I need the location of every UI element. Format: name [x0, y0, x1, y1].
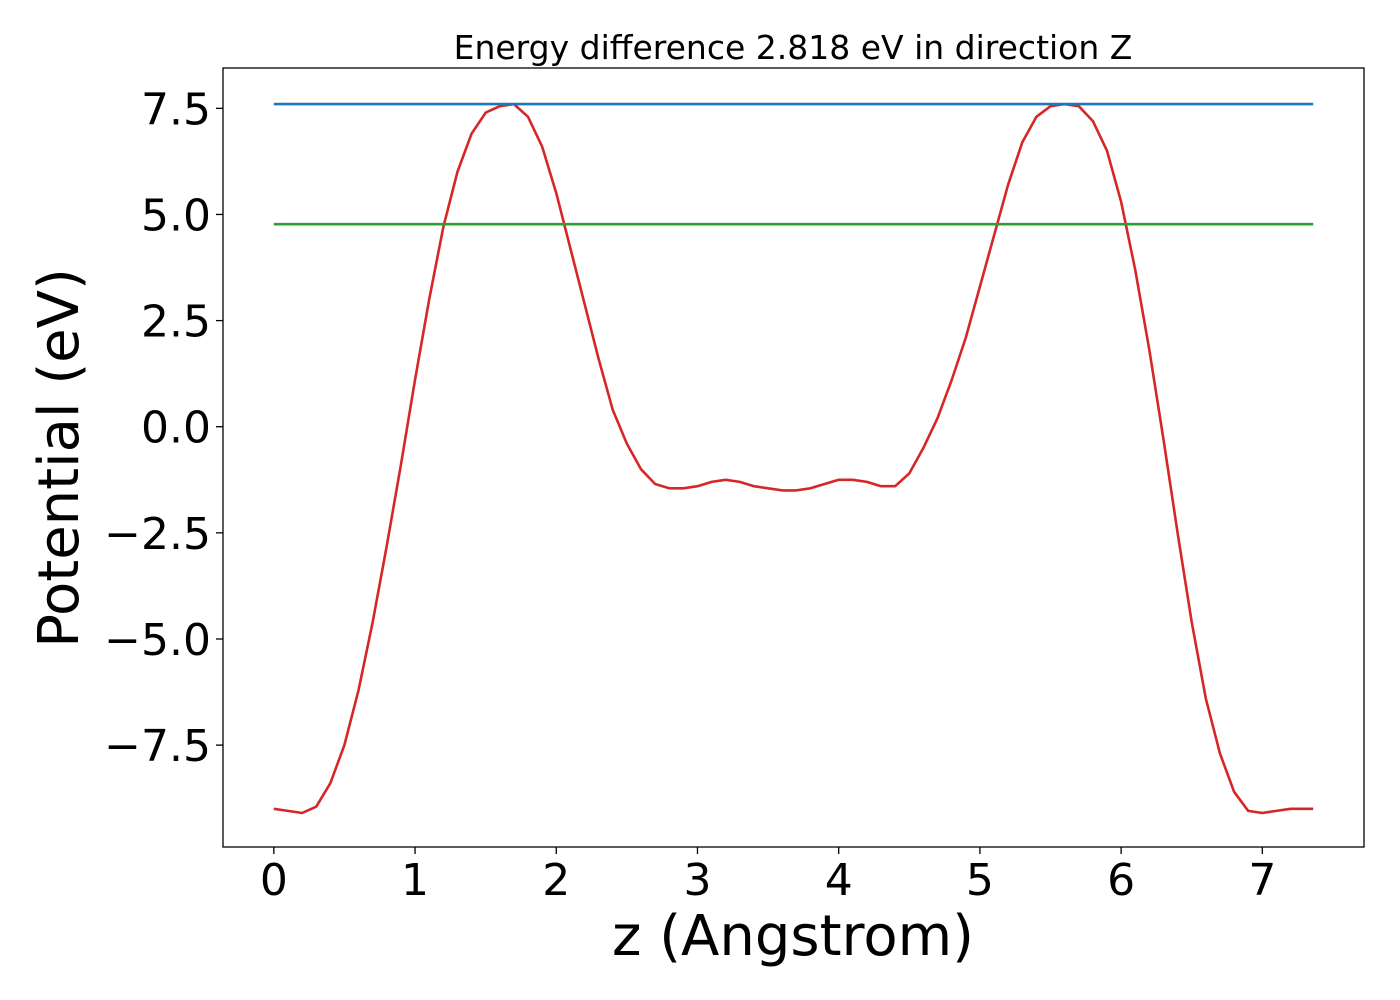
y-tick-label: 2.5 [141, 297, 211, 348]
x-tick-label: 4 [825, 855, 853, 906]
x-tick-label: 7 [1248, 855, 1276, 906]
x-tick-label: 6 [1107, 855, 1135, 906]
y-tick-label: 5.0 [141, 190, 211, 241]
y-tick-label: −5.0 [104, 615, 211, 666]
chart-title: Energy difference 2.818 eV in direction … [454, 28, 1133, 67]
y-tick-label: 0.0 [141, 403, 211, 454]
x-tick-label: 2 [542, 855, 570, 906]
plot-area [273, 102, 1314, 815]
x-tick-label: 1 [401, 855, 429, 906]
x-axis-title: z (Angstrom) [612, 904, 974, 969]
axes-frame [222, 67, 1365, 848]
y-axis-ticks: −7.5 −5.0 −2.5 0.0 2.5 5.0 7.5 [104, 84, 223, 772]
y-tick-label: 7.5 [141, 84, 211, 135]
x-tick-label: 5 [966, 855, 994, 906]
x-tick-label: 3 [683, 855, 711, 906]
y-axis-title: Potential (eV) [27, 268, 92, 648]
x-tick-label: 0 [260, 855, 288, 906]
potential-curve [273, 102, 1314, 815]
y-tick-label: −7.5 [104, 721, 211, 772]
y-tick-label: −2.5 [104, 509, 211, 560]
x-axis-ticks: 0 1 2 3 4 5 6 7 [260, 847, 1276, 906]
